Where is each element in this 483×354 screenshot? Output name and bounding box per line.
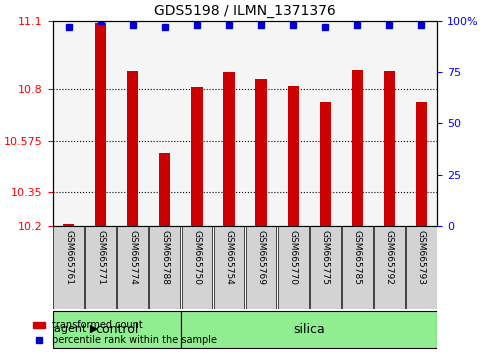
FancyBboxPatch shape	[374, 226, 405, 309]
Legend: transformed count, percentile rank within the sample: transformed count, percentile rank withi…	[29, 316, 221, 349]
Text: GSM665770: GSM665770	[289, 230, 298, 285]
FancyBboxPatch shape	[310, 226, 341, 309]
Bar	[384, 71, 395, 226]
Bar	[95, 23, 106, 226]
FancyBboxPatch shape	[53, 311, 181, 348]
Text: GSM665750: GSM665750	[192, 230, 201, 285]
FancyBboxPatch shape	[342, 226, 373, 309]
Bar	[287, 86, 299, 226]
Bar	[320, 102, 331, 226]
Text: GSM665792: GSM665792	[385, 230, 394, 285]
Bar	[352, 70, 363, 226]
Text: GSM665761: GSM665761	[64, 230, 73, 285]
Bar	[256, 79, 267, 226]
Bar	[63, 224, 74, 226]
Text: GSM665775: GSM665775	[321, 230, 330, 285]
Text: silica: silica	[293, 323, 325, 336]
FancyBboxPatch shape	[85, 226, 116, 309]
Bar	[127, 71, 139, 226]
Text: GSM665774: GSM665774	[128, 230, 137, 285]
FancyBboxPatch shape	[182, 226, 213, 309]
Text: GSM665771: GSM665771	[96, 230, 105, 285]
FancyBboxPatch shape	[213, 226, 244, 309]
Text: GSM665754: GSM665754	[225, 230, 233, 285]
Text: GSM665769: GSM665769	[256, 230, 266, 285]
FancyBboxPatch shape	[246, 226, 276, 309]
FancyBboxPatch shape	[406, 226, 437, 309]
Bar	[224, 72, 235, 226]
FancyBboxPatch shape	[150, 226, 180, 309]
FancyBboxPatch shape	[278, 226, 309, 309]
Bar	[416, 102, 427, 226]
Bar	[159, 153, 170, 226]
Text: GSM665793: GSM665793	[417, 230, 426, 285]
FancyBboxPatch shape	[181, 311, 438, 348]
Text: GSM665785: GSM665785	[353, 230, 362, 285]
Text: agent ▶: agent ▶	[54, 324, 99, 334]
FancyBboxPatch shape	[53, 226, 84, 309]
Text: control: control	[95, 323, 139, 336]
Text: GSM665788: GSM665788	[160, 230, 170, 285]
Bar	[191, 87, 202, 226]
FancyBboxPatch shape	[117, 226, 148, 309]
Title: GDS5198 / ILMN_1371376: GDS5198 / ILMN_1371376	[154, 4, 336, 18]
